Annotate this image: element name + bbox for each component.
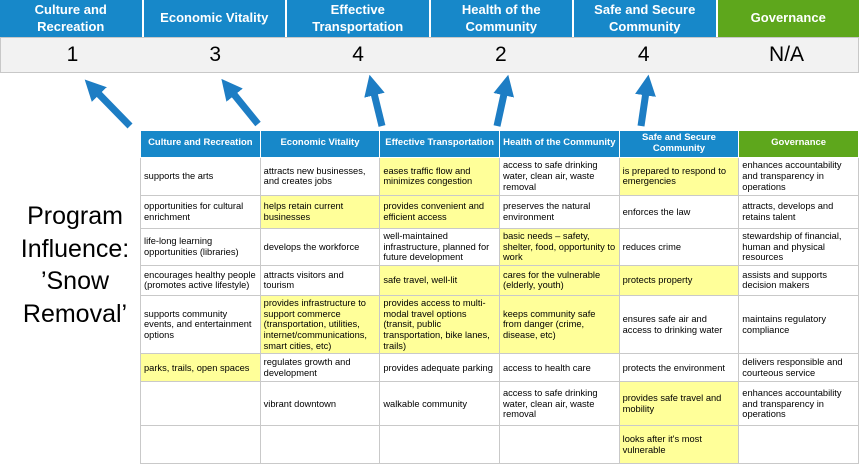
scoreboard-header-5: Governance bbox=[717, 0, 859, 37]
matrix-cell-2-0: life-long learning opportunities (librar… bbox=[140, 227, 261, 266]
matrix-cell-7-5 bbox=[738, 425, 859, 465]
matrix-row-6: vibrant downtown walkable community access… bbox=[140, 381, 859, 427]
matrix-cell-1-0: opportunities for cultural enrichment bbox=[140, 194, 261, 229]
matrix-cell-3-3: cares for the vulnerable (elderly, youth… bbox=[498, 264, 620, 296]
matrix-cell-4-4: ensures safe air and access to drinking … bbox=[618, 294, 740, 355]
scoreboard-score-3: 2 bbox=[495, 43, 507, 66]
matrix-cell-7-1 bbox=[259, 425, 381, 465]
scoreboard-score-5: N/A bbox=[769, 43, 805, 66]
matrix-cell-3-0: encourages healthy people (promotes acti… bbox=[140, 264, 261, 296]
influence-arrow-1 bbox=[84, 79, 133, 129]
matrix-header-4: Safe and Secure Community bbox=[618, 130, 740, 158]
matrix-cell-4-2: provides access to multi-modal travel op… bbox=[379, 294, 500, 355]
scoreboard-header-1: Economic Vitality bbox=[143, 0, 287, 37]
matrix-cell-1-1: helps retain current businesses bbox=[259, 194, 381, 229]
matrix-cell-6-1: vibrant downtown bbox=[259, 381, 381, 427]
matrix-cell-7-3 bbox=[498, 425, 620, 465]
scoreboard-headers: Culture and Recreation Economic Vitality E… bbox=[0, 0, 859, 37]
matrix-cell-0-0: supports the arts bbox=[140, 156, 261, 196]
scoreboard-header-3: Health of the Community bbox=[430, 0, 574, 37]
matrix-cell-6-2: walkable community bbox=[379, 381, 500, 427]
matrix-cell-3-5: assists and supports decision makers bbox=[738, 264, 859, 296]
matrix-cell-0-5: enhances accountability and transparency… bbox=[738, 156, 859, 196]
scoreboard-header-4: Safe and Secure Community bbox=[574, 0, 718, 37]
matrix-cell-3-1: attracts visitors and tourism bbox=[259, 264, 381, 296]
matrix-cell-5-5: delivers responsible and courteous servi… bbox=[738, 353, 859, 383]
scoreboard-header-2: Effective Transportation bbox=[287, 0, 431, 37]
program-title-line: Removal’ bbox=[22, 299, 128, 328]
matrix-cell-5-1: regulates growth and development bbox=[259, 353, 381, 383]
matrix-header-2: Effective Transportation bbox=[379, 130, 500, 158]
matrix-cell-7-0 bbox=[140, 425, 261, 465]
matrix-row-2: life-long learning opportunities (librar… bbox=[140, 227, 859, 266]
matrix-cell-3-2: safe travel, well-lit bbox=[379, 264, 500, 296]
matrix-cell-0-4: is prepared to respond to emergencies bbox=[618, 156, 740, 196]
matrix-cell-6-3: access to safe drinking water, clean air… bbox=[498, 381, 620, 427]
scoreboard-score-2: 4 bbox=[352, 43, 364, 66]
matrix-cell-6-4: provides safe travel and mobility bbox=[618, 381, 740, 427]
matrix-cell-4-5: maintains regulatory compliance bbox=[738, 294, 859, 355]
matrix-cell-1-3: preserves the natural environment bbox=[498, 194, 620, 229]
matrix-cell-4-0: supports community events, and entertain… bbox=[140, 294, 261, 355]
matrix-body: supports the arts attracts new businesses… bbox=[140, 156, 859, 465]
matrix-cell-7-4: looks after it's most vulnerable bbox=[618, 425, 740, 465]
matrix-header-1: Economic Vitality bbox=[259, 130, 381, 158]
program-title-line: ’Snow bbox=[40, 267, 110, 295]
matrix-cell-4-1: provides infrastructure to support comme… bbox=[259, 294, 381, 355]
influence-arrow-4 bbox=[493, 74, 515, 127]
matrix-row-1: opportunities for cultural enrichment hel… bbox=[140, 194, 859, 229]
matrix-header-3: Health of the Community bbox=[498, 130, 620, 158]
matrix-cell-2-3: basic needs – safety, shelter, food, opp… bbox=[498, 227, 620, 266]
matrix-cell-5-2: provides adequate parking bbox=[379, 353, 500, 383]
matrix-cell-0-2: eases traffic flow and minimizes congest… bbox=[379, 156, 500, 196]
matrix-cell-0-1: attracts new businesses, and creates job… bbox=[259, 156, 381, 196]
matrix-row-7: looks after it's most vulnerable bbox=[140, 425, 859, 465]
scoreboard-score-1: 3 bbox=[209, 43, 222, 66]
program-title-line: Influence: bbox=[20, 234, 130, 263]
influence-arrow-5 bbox=[635, 74, 656, 127]
matrix-row-4: supports community events, and entertain… bbox=[140, 294, 859, 355]
matrix-cell-1-5: attracts, develops and retains talent bbox=[738, 194, 859, 229]
scoreboard-scores: 1 3 4 2 4 N/A bbox=[0, 37, 859, 73]
influence-arrow-3 bbox=[364, 74, 386, 127]
scoreboard-score-0: 1 bbox=[66, 43, 79, 66]
matrix-cell-3-4: protects property bbox=[618, 264, 740, 296]
matrix-cell-2-2: well-maintained infrastructure, planned … bbox=[379, 227, 500, 266]
matrix-cell-1-4: enforces the law bbox=[618, 194, 740, 229]
influence-matrix: Culture and Recreation Economic Vitality E… bbox=[140, 130, 859, 465]
matrix-cell-5-4: protects the environment bbox=[618, 353, 740, 383]
program-title-line: Program bbox=[27, 202, 123, 230]
matrix-cell-1-2: provides convenient and efficient access bbox=[379, 194, 500, 229]
matrix-cell-5-3: access to health care bbox=[498, 353, 620, 383]
matrix-cell-0-3: access to safe drinking water, clean air… bbox=[498, 156, 620, 196]
influence-arrows bbox=[84, 74, 656, 129]
matrix-cell-6-0 bbox=[140, 381, 261, 427]
matrix-cell-4-3: keeps community safe from danger (crime,… bbox=[498, 294, 620, 355]
matrix-cell-2-1: develops the workforce bbox=[259, 227, 381, 266]
matrix-cell-2-4: reduces crime bbox=[618, 227, 740, 266]
scoreboard-header-0: Culture and Recreation bbox=[0, 0, 144, 37]
matrix-cell-6-5: enhances accountability and transparency… bbox=[738, 381, 859, 427]
matrix-row-0: supports the arts attracts new businesses… bbox=[140, 156, 859, 196]
matrix-header-row: Culture and Recreation Economic Vitality E… bbox=[140, 130, 859, 158]
matrix-row-5: parks, trails, open spaces regulates grow… bbox=[140, 353, 859, 383]
matrix-cell-5-0: parks, trails, open spaces bbox=[140, 353, 261, 383]
matrix-header-5: Governance bbox=[738, 130, 859, 158]
matrix-cell-2-5: stewardship of financial, human and phys… bbox=[738, 227, 859, 266]
scoreboard-score-4: 4 bbox=[637, 43, 650, 66]
matrix-header-0: Culture and Recreation bbox=[140, 130, 261, 158]
matrix-cell-7-2 bbox=[379, 425, 500, 465]
influence-arrow-2 bbox=[221, 78, 261, 127]
matrix-row-3: encourages healthy people (promotes acti… bbox=[140, 264, 859, 296]
program-title: Program Influence: ’Snow Removal’ bbox=[0, 200, 150, 330]
